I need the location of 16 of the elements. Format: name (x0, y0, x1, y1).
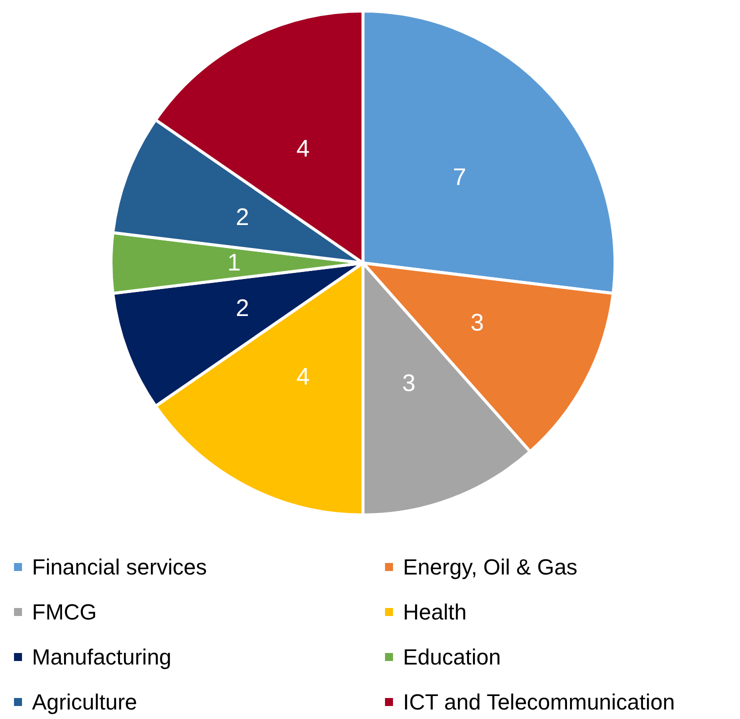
legend-label: Energy, Oil & Gas (403, 554, 578, 580)
legend-label: Health (403, 600, 467, 624)
legend-label: Education (403, 644, 501, 670)
legend-label: ICT and Telecommunication (403, 690, 675, 714)
legend-label: Financial services (32, 554, 207, 580)
data-label: 2 (236, 295, 250, 322)
data-label: 4 (296, 364, 310, 391)
legend-label: Manufacturing (32, 644, 172, 670)
data-label: 7 (452, 164, 466, 191)
data-label: 3 (470, 309, 484, 336)
data-label: 1 (227, 250, 241, 276)
legend-label: FMCG (32, 600, 97, 624)
data-label: 4 (296, 135, 310, 162)
data-label: 2 (236, 204, 250, 231)
legend-label: Agriculture (32, 690, 138, 714)
data-label: 3 (402, 370, 416, 398)
